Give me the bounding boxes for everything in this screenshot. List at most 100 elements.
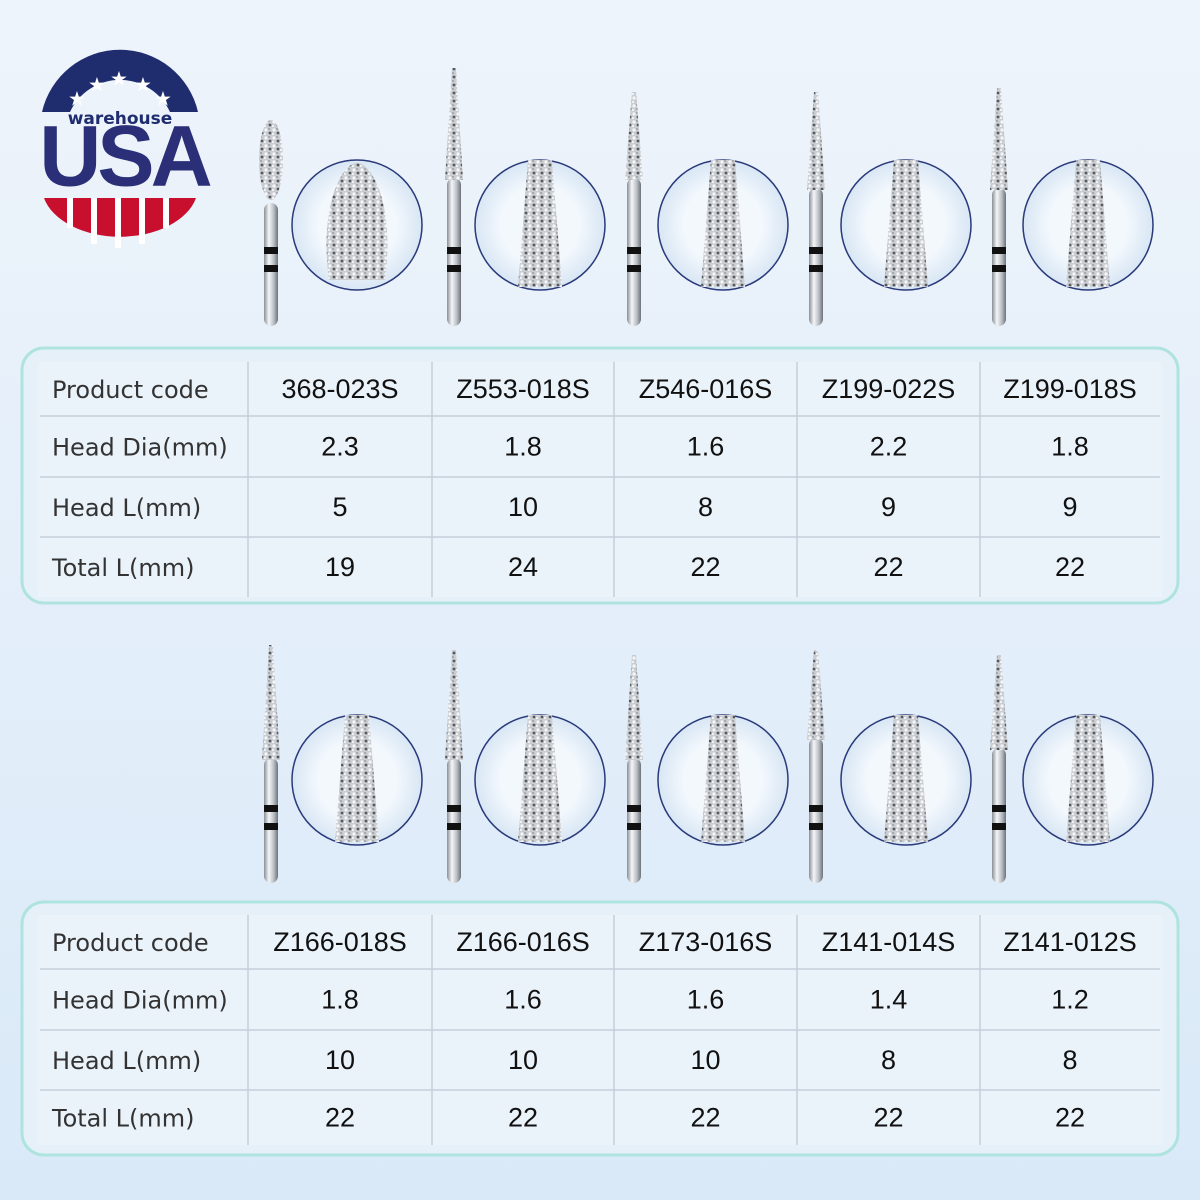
- row-label: Total L(mm): [51, 554, 195, 582]
- bur-band: [627, 247, 641, 254]
- bur-head: [807, 650, 825, 740]
- cell: 22: [690, 1103, 720, 1133]
- bur-head: [259, 120, 283, 200]
- zoom-texture: [701, 715, 745, 842]
- cell: 22: [873, 552, 903, 582]
- cell: 2.2: [870, 432, 908, 462]
- bur-shank: [447, 758, 461, 883]
- cell: 22: [508, 1103, 538, 1133]
- row-label: Head Dia(mm): [52, 434, 228, 462]
- svg-text:★: ★: [110, 67, 128, 91]
- bur-shank: [627, 758, 641, 883]
- row-label: Head L(mm): [52, 1047, 201, 1075]
- cell: 1.2: [1051, 985, 1089, 1015]
- bur-band: [447, 805, 461, 812]
- cell: 8: [1062, 1045, 1077, 1075]
- bur-head: [807, 92, 825, 190]
- bur-band: [992, 265, 1006, 272]
- row-label: Product code: [52, 929, 209, 957]
- bur: [445, 68, 606, 326]
- bur: [807, 92, 972, 326]
- cell: 8: [881, 1045, 896, 1075]
- bur: [990, 88, 1154, 326]
- bur-band: [809, 805, 823, 812]
- bur-band: [992, 823, 1006, 830]
- zoom-texture: [335, 715, 379, 842]
- svg-text:★: ★: [134, 73, 152, 97]
- bur-head: [990, 88, 1008, 190]
- cell: 5: [332, 492, 347, 522]
- logo: ★★ ★ ★★ warehouse USA: [39, 49, 215, 248]
- cell: 2.3: [321, 432, 359, 462]
- zoom-texture: [518, 160, 562, 287]
- cell: 1.4: [870, 985, 908, 1015]
- cell: Z166-018S: [273, 927, 407, 957]
- bur-band: [264, 805, 278, 812]
- cell: 9: [1062, 492, 1077, 522]
- zoom-texture: [884, 715, 928, 842]
- zoom-texture: [326, 163, 388, 280]
- bur-shank: [992, 748, 1006, 883]
- table-body: [38, 362, 1162, 597]
- bur: [445, 650, 606, 883]
- svg-text:★: ★: [88, 73, 106, 97]
- bur-band: [809, 247, 823, 254]
- bur-head: [262, 645, 280, 760]
- cell: Z553-018S: [456, 374, 590, 404]
- bur: [625, 92, 789, 326]
- logo-caption: warehouse: [68, 109, 173, 129]
- cell: 22: [873, 1103, 903, 1133]
- cell: 10: [690, 1045, 720, 1075]
- zoom-texture: [701, 160, 745, 287]
- bur-band: [264, 265, 278, 272]
- cell: Z141-012S: [1003, 927, 1137, 957]
- logo-title: USA: [39, 109, 210, 205]
- bur-band: [992, 805, 1006, 812]
- bur-band: [627, 805, 641, 812]
- bur-shank: [264, 203, 278, 326]
- bur-head: [445, 68, 463, 180]
- cell: 1.6: [504, 985, 542, 1015]
- row-label: Product code: [52, 376, 209, 404]
- cell: 1.8: [504, 432, 542, 462]
- cell: 1.6: [687, 432, 725, 462]
- zoom-texture: [1066, 715, 1110, 842]
- zoom-texture: [1066, 160, 1110, 287]
- cell: 22: [325, 1103, 355, 1133]
- bur-band: [809, 265, 823, 272]
- bur-band: [264, 823, 278, 830]
- cell: 368-023S: [281, 374, 398, 404]
- cell: Z166-016S: [456, 927, 590, 957]
- bur-band: [627, 265, 641, 272]
- row-label: Total L(mm): [51, 1105, 195, 1133]
- bur: [259, 120, 423, 326]
- bur-band: [447, 265, 461, 272]
- bur-band: [627, 823, 641, 830]
- row-label: Head Dia(mm): [52, 987, 228, 1015]
- cell: 22: [1055, 1103, 1085, 1133]
- cell: Z546-016S: [639, 374, 773, 404]
- cell: 22: [690, 552, 720, 582]
- bur-head: [625, 92, 643, 180]
- svg-text:★: ★: [154, 87, 172, 111]
- bur-head: [625, 655, 643, 760]
- cell: 1.6: [687, 985, 725, 1015]
- cell: 10: [508, 1045, 538, 1075]
- cell: 1.8: [321, 985, 359, 1015]
- cell: 1.8: [1051, 432, 1089, 462]
- bur-band: [447, 247, 461, 254]
- cell: 24: [508, 552, 538, 582]
- cell: Z199-018S: [1003, 374, 1137, 404]
- bur: [990, 655, 1154, 883]
- bur-band: [264, 247, 278, 254]
- bur-head: [445, 650, 463, 760]
- cell: Z199-022S: [822, 374, 956, 404]
- bur-shank: [992, 188, 1006, 326]
- bur-shank: [809, 188, 823, 326]
- cell: Z141-014S: [822, 927, 956, 957]
- svg-text:★: ★: [68, 87, 86, 111]
- bur: [807, 650, 972, 883]
- bur-band: [809, 823, 823, 830]
